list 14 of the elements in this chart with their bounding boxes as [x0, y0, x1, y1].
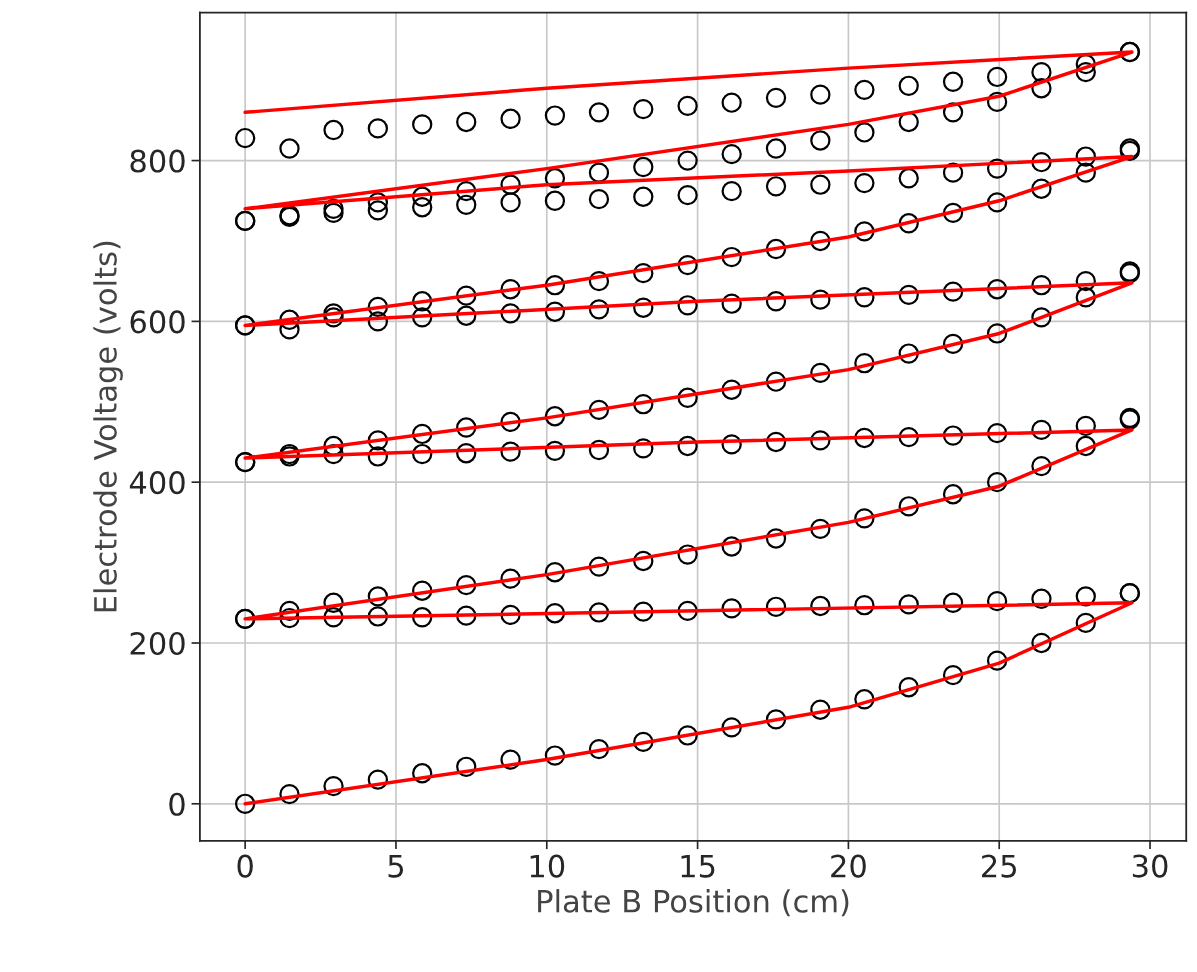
- y-tick-label: 800: [130, 149, 185, 173]
- y-axis-title: Electrode Voltage (volts): [93, 241, 123, 612]
- x-tick-label: 5: [388, 854, 404, 878]
- y-tick-label: 600: [130, 310, 185, 334]
- x-tick-label: 20: [831, 854, 866, 878]
- x-tick-label: 0: [237, 854, 253, 878]
- y-tick-label: 400: [129, 471, 185, 495]
- x-tick-label: 10: [530, 854, 565, 878]
- y-tick-label: 200: [130, 631, 185, 656]
- x-tick-label: 30: [1132, 854, 1168, 878]
- x-tick-label: 15: [681, 854, 715, 878]
- y-tick-label: 0: [169, 792, 185, 816]
- x-axis-title: Plate B Position (cm): [538, 889, 849, 917]
- x-tick-label: 25: [982, 854, 1016, 878]
